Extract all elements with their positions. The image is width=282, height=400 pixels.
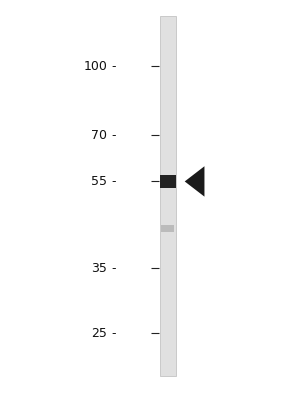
- Text: 100: 100: [83, 60, 107, 73]
- Bar: [161, 225, 174, 232]
- Text: 55: 55: [91, 175, 107, 188]
- Text: -: -: [108, 262, 116, 275]
- Text: -: -: [108, 60, 116, 73]
- Text: -: -: [108, 128, 116, 142]
- Bar: [160, 175, 175, 188]
- Polygon shape: [185, 166, 204, 197]
- Text: 25: 25: [91, 326, 107, 340]
- Text: 70: 70: [91, 128, 107, 142]
- Bar: [160, 16, 175, 376]
- Text: 35: 35: [91, 262, 107, 275]
- Text: -: -: [108, 175, 116, 188]
- Text: -: -: [108, 326, 116, 340]
